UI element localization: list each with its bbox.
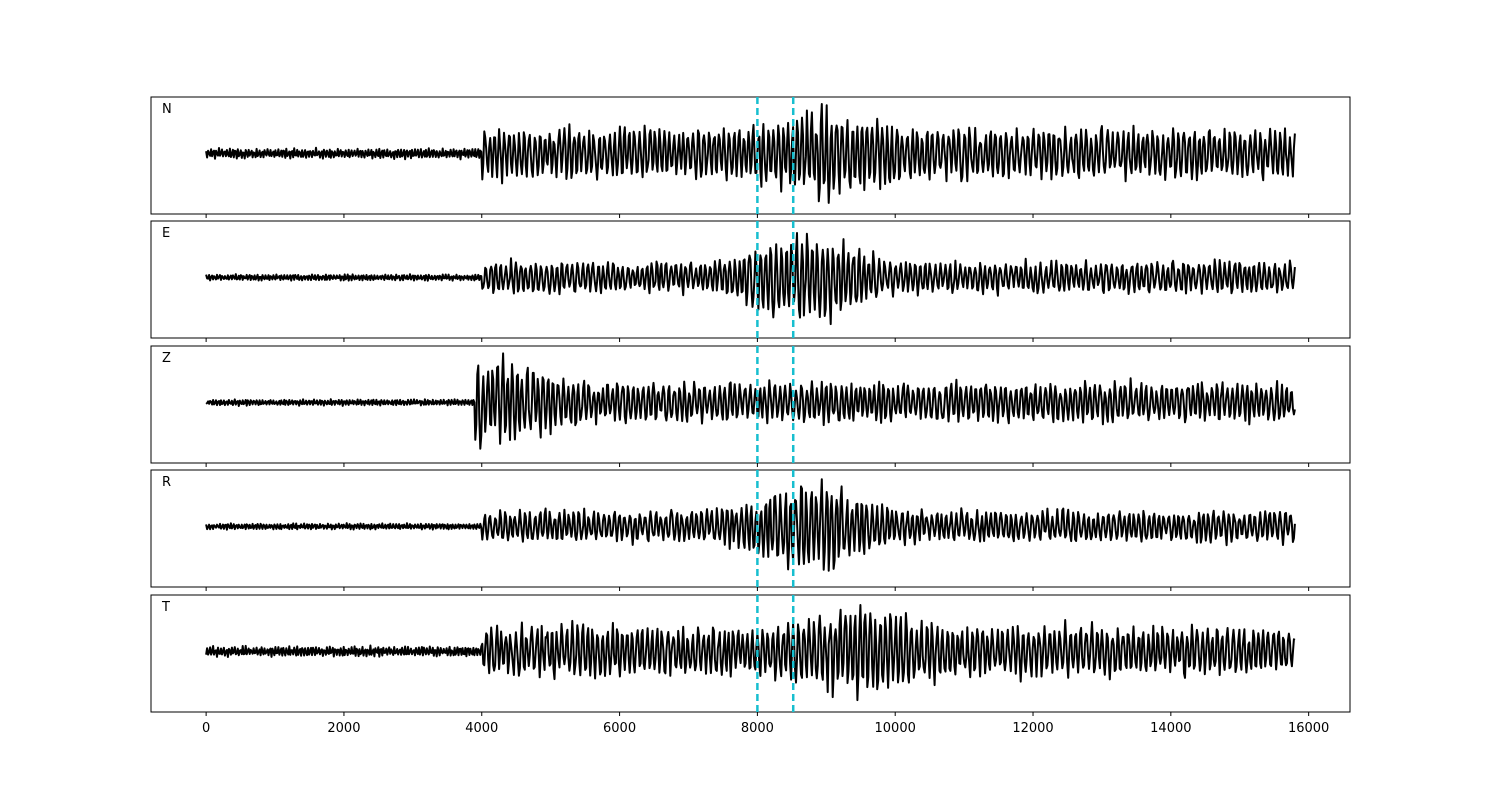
panel-N: N bbox=[150, 96, 1351, 218]
panel-label-E: E bbox=[162, 226, 170, 241]
x-axis: 0 2000 4000 6000 8000 10000 12000 14000 16000 bbox=[202, 721, 1329, 736]
panels: N E Z R T bbox=[150, 96, 1351, 716]
trace-N bbox=[205, 103, 1296, 204]
panel-label-R: R bbox=[162, 475, 171, 490]
x-tick-label: 14000 bbox=[1150, 721, 1191, 736]
panel-label-T: T bbox=[161, 600, 170, 615]
x-tick-label: 2000 bbox=[327, 721, 360, 736]
x-tick-label: 6000 bbox=[603, 721, 636, 736]
panel-frame bbox=[150, 345, 1351, 464]
x-tick-label: 10000 bbox=[875, 721, 916, 736]
panel-label-Z: Z bbox=[162, 351, 171, 366]
panel-R: R bbox=[150, 469, 1351, 591]
x-tick-label: 0 bbox=[202, 721, 210, 736]
trace-T bbox=[205, 604, 1296, 702]
trace-Z bbox=[205, 352, 1296, 450]
panel-E: E bbox=[150, 220, 1351, 342]
panel-T: T bbox=[150, 594, 1351, 716]
trace-R bbox=[205, 478, 1296, 572]
trace-E bbox=[205, 232, 1296, 326]
panel-frame bbox=[150, 594, 1351, 713]
x-tick-label: 12000 bbox=[1012, 721, 1053, 736]
panel-frame bbox=[150, 469, 1351, 588]
x-tick-label: 4000 bbox=[465, 721, 498, 736]
panel-frame bbox=[150, 220, 1351, 339]
panel-frame bbox=[150, 96, 1351, 215]
panel-Z: Z bbox=[150, 345, 1351, 467]
x-tick-label: 8000 bbox=[741, 721, 774, 736]
panel-label-N: N bbox=[162, 102, 172, 117]
x-tick-label: 16000 bbox=[1288, 721, 1329, 736]
